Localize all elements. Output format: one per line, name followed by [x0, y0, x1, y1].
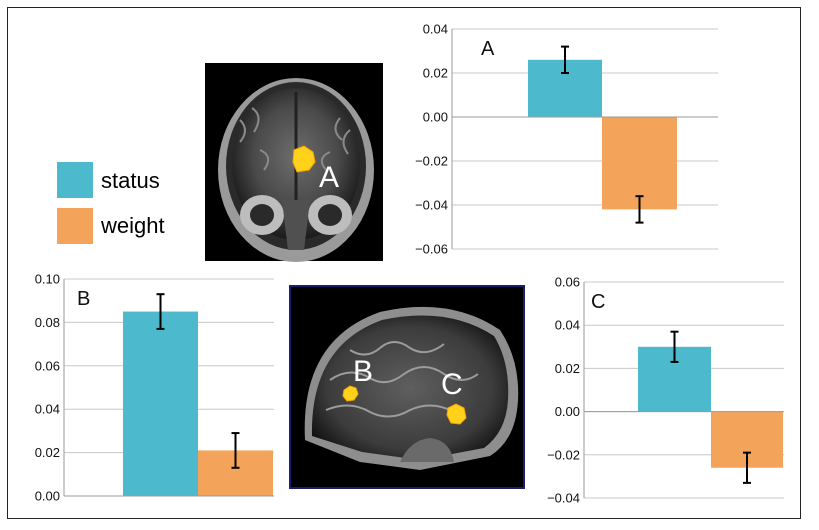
- y-tick-label: 0.02: [423, 66, 448, 81]
- y-tick-label: 0.06: [555, 275, 580, 290]
- legend-swatch-status: [57, 162, 93, 198]
- y-tick-label: 0.02: [35, 445, 60, 460]
- y-tick-label: 0.06: [35, 358, 60, 373]
- sagittal-brain-image: [289, 285, 525, 489]
- panel-label: B: [77, 288, 90, 310]
- y-tick-label: −0.02: [547, 447, 580, 462]
- bar-chart-b: 0.10 0.08 0.06 0.04 0.02 0.00 B: [35, 272, 274, 504]
- bar-weight: [602, 117, 677, 210]
- legend-swatch-weight: [57, 208, 93, 244]
- y-tick-label: −0.04: [415, 198, 448, 213]
- legend: status weight: [57, 162, 165, 244]
- brain-label-c: C: [441, 368, 463, 401]
- legend-label-weight: weight: [100, 213, 165, 238]
- activation-blob-b: [342, 385, 359, 402]
- y-tick-label: 0.04: [555, 318, 580, 333]
- y-tick-label: 0.04: [423, 22, 448, 37]
- y-tick-label: −0.06: [415, 242, 448, 257]
- y-tick-label: −0.02: [415, 154, 448, 169]
- panel-label: C: [591, 291, 605, 313]
- activation-blob-c: [446, 403, 467, 425]
- bar-chart-c: 0.06 0.04 0.02 0.00 −0.02 −0.04 C: [547, 275, 784, 506]
- y-tick-label: 0.08: [35, 315, 60, 330]
- y-tick-label: 0.00: [35, 489, 60, 504]
- y-tick-label: 0.10: [35, 272, 60, 287]
- panel-label: A: [481, 38, 495, 60]
- bar-chart-a: 0.04 0.02 0.00 −0.02 −0.04 −0.06 A: [415, 22, 718, 257]
- y-tick-label: 0.02: [555, 361, 580, 376]
- brain-label-a: A: [319, 161, 339, 194]
- bar-status: [123, 311, 198, 496]
- activation-blob-a: [292, 145, 316, 173]
- y-tick-label: 0.00: [555, 404, 580, 419]
- brain-label-b: B: [353, 355, 373, 388]
- y-tick-label: −0.04: [547, 491, 580, 506]
- y-tick-label: 0.04: [35, 402, 60, 417]
- legend-label-status: status: [101, 168, 160, 193]
- coronal-brain-image: [205, 63, 383, 262]
- y-tick-label: 0.00: [423, 110, 448, 125]
